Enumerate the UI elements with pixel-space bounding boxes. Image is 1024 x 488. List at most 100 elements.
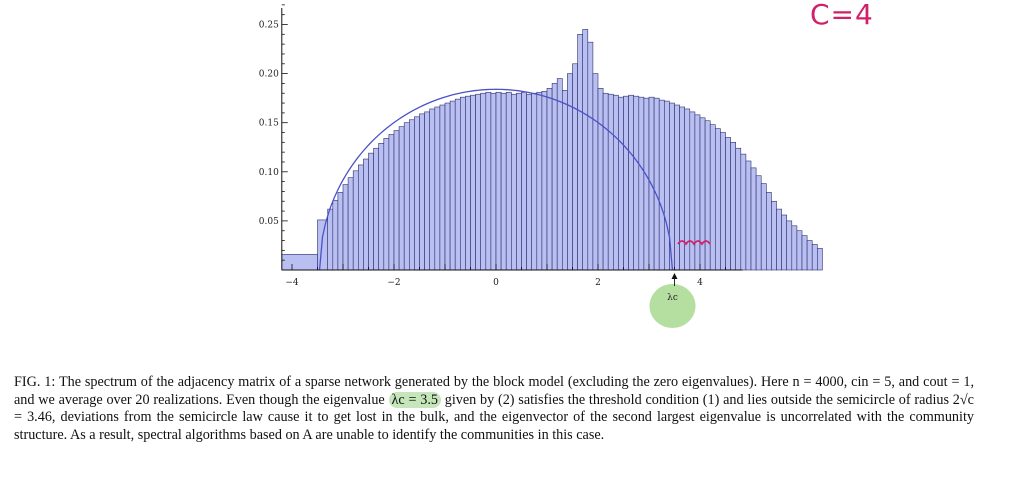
- histogram-bar-4: [347, 177, 354, 271]
- histogram-bar-21: [434, 106, 441, 271]
- histogram-bar-52: [592, 73, 599, 271]
- histogram-bar-20: [429, 108, 436, 271]
- histogram-bar-82: [745, 160, 752, 271]
- histogram-bar-40: [531, 92, 538, 271]
- histogram-bar-2: [337, 192, 344, 271]
- histogram-bar-81: [740, 153, 747, 271]
- histogram-bar-71: [689, 111, 696, 271]
- histogram-bar-6: [357, 164, 364, 271]
- histogram-bar-50: [582, 29, 589, 271]
- histogram-bar-1: [332, 199, 339, 271]
- histogram-bar-62: [643, 97, 650, 271]
- y-tick-label: 0.20: [259, 70, 279, 80]
- x-tick-label: 0: [493, 278, 499, 288]
- histogram-bar-51: [587, 41, 594, 271]
- histogram-bar-25: [454, 98, 461, 271]
- histogram-bar-23: [444, 102, 451, 271]
- histogram-bar-47: [567, 73, 573, 271]
- histogram-bar-56: [612, 94, 619, 271]
- x-tick-label: −4: [285, 278, 299, 288]
- histogram-bar-91: [791, 225, 798, 271]
- lambda-highlight-blob: [649, 284, 696, 328]
- histogram-bar-43: [546, 88, 553, 271]
- histogram-bar-39: [526, 93, 532, 271]
- histogram-bar-57: [618, 96, 624, 271]
- histogram-bar-28: [470, 94, 476, 271]
- histogram-bar-27: [465, 95, 471, 271]
- caption-highlight: λc = 3.5: [388, 391, 441, 408]
- histogram-bar-34: [500, 92, 507, 271]
- semicircle-curve: [318, 88, 674, 271]
- histogram-bar-78: [725, 137, 731, 271]
- histogram-bar-66: [663, 100, 670, 271]
- x-tick-label: 2: [595, 278, 601, 288]
- histogram-bar-7: [363, 158, 369, 271]
- histogram-bar-10: [378, 143, 385, 271]
- histogram-bar-59: [628, 94, 634, 271]
- histogram-bar-wide-0: [281, 253, 318, 271]
- caption-part-1: FIG. 1: The spectrum of the adjacency ma…: [14, 374, 974, 408]
- histogram-bar-88: [776, 208, 782, 271]
- histogram-bar-89: [781, 214, 787, 271]
- histogram-bar-33: [495, 91, 502, 271]
- y-tick-label: 0.25: [259, 21, 279, 31]
- histogram-bar-83: [750, 167, 757, 271]
- histogram-bar-48: [572, 63, 578, 271]
- histogram-bar-22: [439, 104, 446, 271]
- histogram-bar-93: [801, 235, 808, 271]
- histogram-bars: [281, 29, 823, 271]
- histogram-bar-73: [699, 117, 706, 271]
- axes: −4 −2 0 2 4 0.05 0.10 0.15 0.20 0.25: [259, 4, 743, 288]
- histogram-bar-29: [475, 93, 482, 271]
- marker-arrow-head: [671, 273, 678, 279]
- histogram-bar-65: [658, 99, 665, 271]
- histogram-bar-46: [561, 89, 568, 271]
- histogram-bar-84: [755, 175, 762, 271]
- histogram-bar-13: [393, 130, 400, 271]
- histogram-bar-95: [811, 244, 818, 271]
- histogram-bar-61: [638, 96, 645, 271]
- histogram-bar-18: [419, 113, 425, 271]
- histogram-bar-26: [459, 96, 466, 271]
- histogram-bar-19: [424, 111, 431, 271]
- histogram-bar-14: [398, 126, 405, 271]
- x-tick-label: 4: [697, 278, 703, 288]
- histogram-bar-86: [765, 192, 772, 271]
- histogram-bar-92: [796, 230, 803, 271]
- histogram-bar-96: [816, 248, 823, 271]
- histogram-bar-60: [633, 95, 640, 271]
- y-tick-label: 0.15: [259, 119, 279, 129]
- marker-label: λc: [667, 293, 678, 303]
- histogram-bar-94: [806, 240, 813, 271]
- figure-caption: FIG. 1: The spectrum of the adjacency ma…: [14, 374, 974, 444]
- histogram-bar-76: [714, 128, 721, 271]
- histogram-bar-80: [735, 147, 742, 271]
- histogram-bar-16: [408, 119, 415, 271]
- histogram-bar-0: [327, 208, 334, 271]
- histogram-bar-79: [730, 142, 736, 271]
- histogram-bar-75: [709, 124, 716, 271]
- histogram-bar-32: [490, 92, 497, 271]
- histogram-bar-74: [704, 120, 711, 271]
- handwritten-squiggle: [677, 240, 711, 246]
- histogram-bar-90: [786, 220, 793, 271]
- histogram-bar-24: [449, 100, 456, 271]
- histogram-bar-55: [607, 93, 614, 271]
- histogram-bar-3: [342, 184, 349, 271]
- histogram-bar-87: [771, 200, 777, 271]
- green-blob-shape: [649, 284, 696, 328]
- handwritten-note: C=4: [810, 0, 874, 31]
- histogram-bar-85: [760, 183, 767, 271]
- histogram-bar-70: [684, 108, 691, 271]
- histogram-bar-69: [679, 106, 685, 271]
- y-tick-label: 0.10: [259, 168, 279, 178]
- histogram-bar-64: [653, 97, 660, 271]
- histogram-bar-31: [485, 91, 492, 271]
- histogram-bar-12: [388, 134, 395, 271]
- histogram-bar-58: [623, 95, 629, 271]
- histogram-bar-49: [577, 34, 583, 271]
- histogram-bar-45: [556, 78, 563, 271]
- histogram-bar-11: [383, 138, 390, 271]
- histogram-bar-54: [602, 92, 609, 271]
- histogram-bar-68: [674, 104, 680, 271]
